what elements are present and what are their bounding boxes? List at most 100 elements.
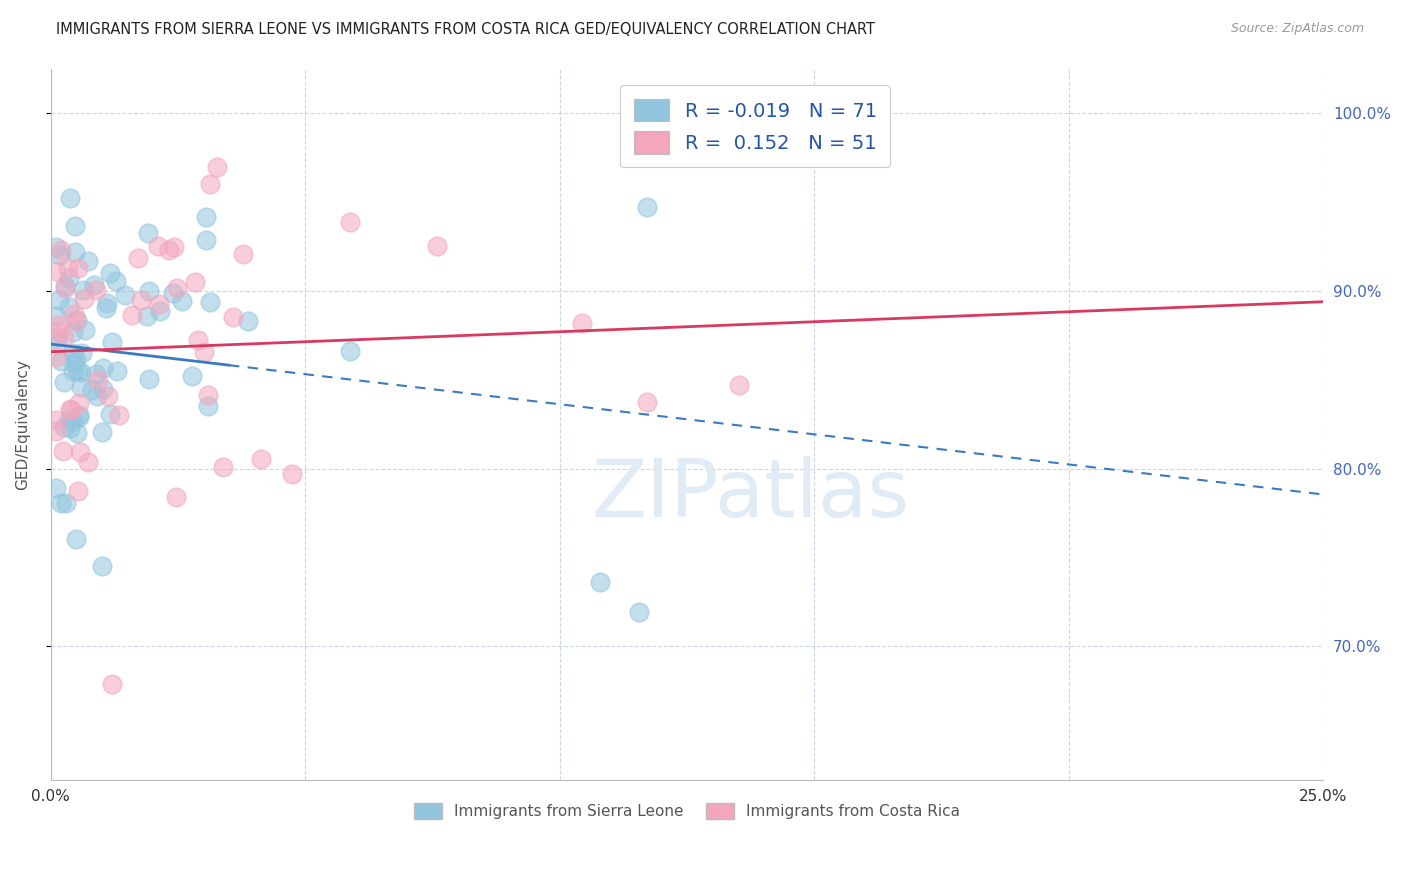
Point	[148, 239, 170, 253]
Point	[97, 389, 120, 403]
Point	[45, 240, 67, 254]
Point	[101, 676, 124, 690]
Point	[589, 574, 612, 589]
Point	[65, 313, 87, 327]
Point	[94, 301, 117, 315]
Point	[59, 191, 82, 205]
Point	[108, 408, 131, 422]
Point	[65, 245, 87, 260]
Point	[96, 295, 118, 310]
Point	[65, 314, 87, 328]
Point	[198, 295, 221, 310]
Point	[91, 382, 114, 396]
Point	[45, 264, 67, 278]
Point	[104, 274, 127, 288]
Point	[195, 211, 218, 225]
Point	[129, 293, 152, 308]
Point	[101, 334, 124, 349]
Point	[571, 316, 593, 330]
Point	[66, 483, 89, 498]
Point	[53, 375, 76, 389]
Point	[77, 455, 100, 469]
Point	[62, 325, 84, 339]
Point	[67, 261, 90, 276]
Point	[45, 350, 67, 364]
Point	[62, 364, 84, 378]
Point	[67, 364, 90, 378]
Point	[181, 369, 204, 384]
Point	[138, 227, 160, 241]
Point	[195, 233, 218, 247]
Text: ZIPatlas: ZIPatlas	[592, 456, 910, 534]
Point	[197, 388, 219, 402]
Point	[91, 360, 114, 375]
Point	[121, 308, 143, 322]
Point	[426, 239, 449, 253]
Point	[62, 414, 84, 428]
Point	[280, 467, 302, 482]
Point	[45, 330, 67, 344]
Point	[339, 344, 361, 359]
Point	[59, 402, 82, 417]
Point	[83, 278, 105, 293]
Point	[222, 310, 245, 325]
Point	[67, 396, 90, 410]
Point	[49, 496, 72, 510]
Point	[72, 345, 94, 359]
Point	[165, 490, 187, 504]
Point	[52, 443, 75, 458]
Point	[66, 426, 89, 441]
Point	[45, 424, 67, 438]
Point	[91, 425, 114, 439]
Point	[77, 253, 100, 268]
Point	[48, 293, 70, 307]
Point	[46, 318, 69, 332]
Point	[184, 276, 207, 290]
Point	[138, 284, 160, 298]
Y-axis label: GED/Equivalency: GED/Equivalency	[15, 359, 30, 490]
Point	[84, 367, 107, 381]
Point	[250, 452, 273, 467]
Point	[70, 380, 93, 394]
Point	[59, 402, 82, 417]
Point	[49, 248, 72, 262]
Point	[45, 413, 67, 427]
Point	[48, 324, 70, 338]
Point	[86, 373, 108, 387]
Point	[45, 309, 67, 323]
Point	[90, 558, 112, 573]
Point	[58, 270, 80, 285]
Point	[136, 309, 159, 323]
Point	[51, 243, 73, 257]
Point	[45, 335, 67, 350]
Point	[67, 409, 90, 424]
Point	[236, 314, 259, 328]
Point	[105, 364, 128, 378]
Point	[205, 161, 228, 175]
Point	[65, 219, 87, 233]
Point	[58, 301, 80, 315]
Point	[65, 352, 87, 367]
Point	[127, 251, 149, 265]
Point	[149, 303, 172, 318]
Point	[193, 345, 215, 359]
Point	[212, 459, 235, 474]
Point	[157, 243, 180, 257]
Point	[162, 285, 184, 300]
Point	[73, 293, 96, 307]
Point	[148, 297, 170, 311]
Text: IMMIGRANTS FROM SIERRA LEONE VS IMMIGRANTS FROM COSTA RICA GED/EQUIVALENCY CORRE: IMMIGRANTS FROM SIERRA LEONE VS IMMIGRAN…	[56, 22, 876, 37]
Point	[62, 346, 84, 360]
Point	[63, 307, 86, 321]
Point	[339, 215, 361, 229]
Point	[55, 496, 77, 510]
Point	[51, 354, 73, 368]
Point	[86, 389, 108, 403]
Point	[197, 399, 219, 413]
Point	[138, 372, 160, 386]
Point	[65, 532, 87, 546]
Point	[67, 408, 90, 422]
Point	[69, 445, 91, 459]
Point	[100, 407, 122, 421]
Point	[52, 329, 75, 343]
